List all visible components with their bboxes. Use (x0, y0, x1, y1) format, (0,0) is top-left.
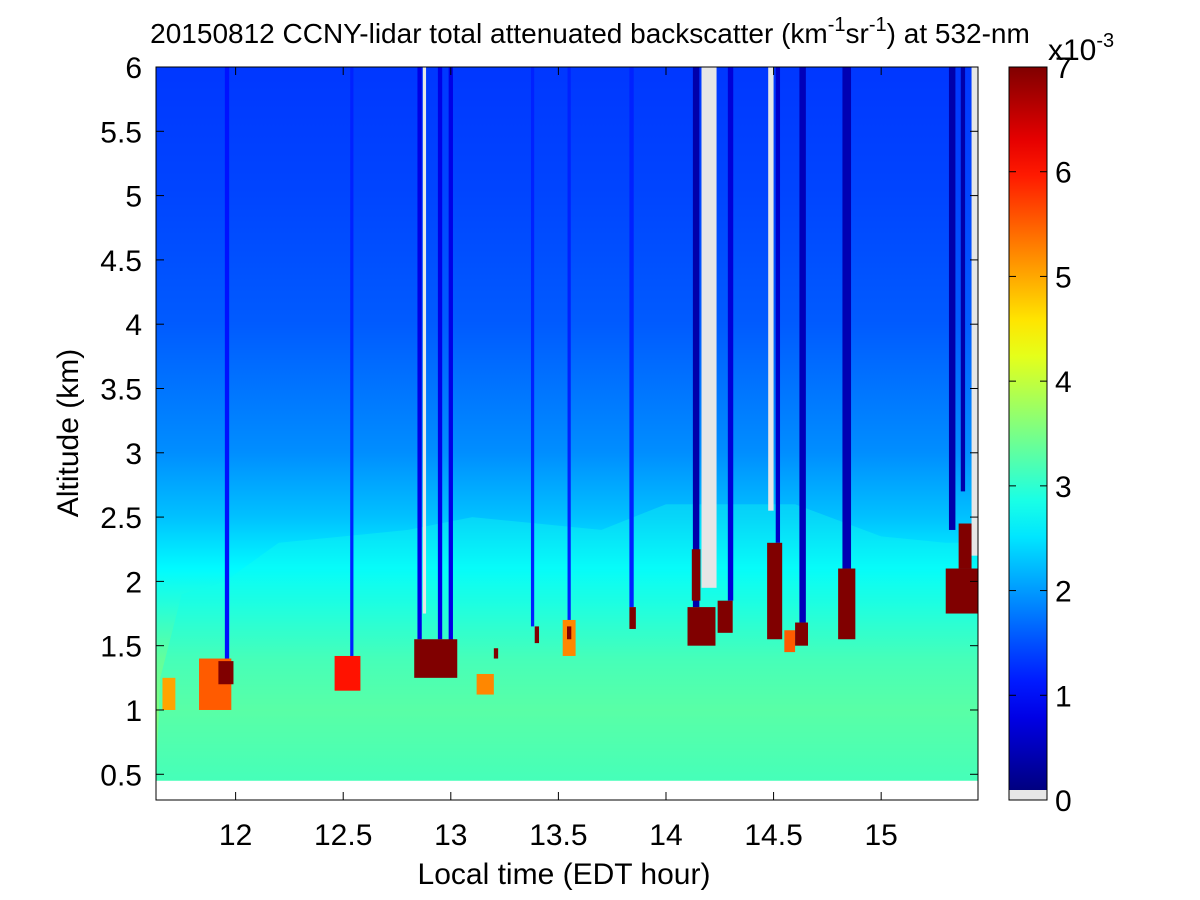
x-tick-label: 12.5 (314, 819, 372, 852)
y-tick-label: 6 (125, 52, 142, 85)
vertical-profile (960, 67, 966, 492)
colorbar-nodata-swatch (1009, 790, 1047, 800)
colorbar-tick-label: 5 (1055, 261, 1072, 294)
plot-area: 12 12.5 13 13.5 14 14.5 15 0.5 1 1.5 2 2.5 3 3.5 4 4.5… (100, 52, 979, 852)
cloud-patch (838, 568, 856, 640)
nodata-column (701, 67, 717, 588)
x-tick-label: 14 (649, 819, 682, 852)
vertical-profile (948, 67, 956, 530)
colorbar-tick-label: 2 (1055, 576, 1072, 609)
chart-title-mid: sr (846, 18, 869, 49)
x-axis-ticks: 12 12.5 13 13.5 14 14.5 15 (219, 67, 898, 852)
colorbar-gradient (1009, 67, 1047, 790)
x-axis-label: Local time (EDT hour) (418, 858, 711, 891)
vertical-profile (224, 67, 230, 662)
y-tick-label: 1.5 (100, 631, 142, 664)
cloud-patch (767, 542, 783, 640)
cloud-patch (629, 607, 636, 629)
y-tick-label: 3.5 (100, 373, 142, 406)
colorbar-scale-exp: -3 (1096, 30, 1114, 52)
vertical-profile (727, 67, 734, 601)
chart-title: 20150812 CCNY-lidar total attenuated bac… (150, 14, 1030, 49)
x-tick-label: 13 (434, 819, 467, 852)
nodata-column (768, 67, 774, 511)
cloud-patch (687, 607, 716, 646)
colorbar-tick-label: 6 (1055, 157, 1072, 190)
y-tick-label: 4.5 (100, 245, 142, 278)
x-tick-label: 15 (864, 819, 897, 852)
vertical-profile (567, 67, 571, 620)
y-tick-label: 3 (125, 438, 142, 471)
y-tick-label: 5.5 (100, 116, 142, 149)
cloud-patch (334, 655, 361, 691)
colorbar-scale-label: x10-3 (1048, 30, 1114, 67)
cloud-patch (691, 549, 701, 601)
vertical-profile (842, 67, 852, 569)
cloud-patch (958, 523, 972, 569)
y-tick-label: 2.5 (100, 502, 142, 535)
cloud-patch (717, 600, 733, 633)
x-tick-label: 13.5 (529, 819, 587, 852)
chart-title-suffix: ) at 532-nm (887, 18, 1030, 49)
colorbar-tick-label: 0 (1055, 785, 1072, 818)
colorbar-tick-label: 1 (1055, 680, 1072, 713)
colorbar-tick-label: 3 (1055, 471, 1072, 504)
colorbar-tick-label: 7 (1055, 52, 1072, 85)
cloud-patch (945, 568, 978, 614)
colorbar: 0 1 2 3 4 5 6 7 x10-3 (1008, 30, 1114, 818)
nodata-column (971, 67, 978, 556)
x-tick-label: 12 (219, 819, 252, 852)
colorbar-tick-label: 4 (1055, 366, 1072, 399)
cloud-patch (784, 630, 796, 653)
vertical-profile (530, 67, 535, 627)
background-field (156, 67, 978, 781)
vertical-profile (350, 67, 354, 656)
y-axis-label: Altitude (km) (52, 349, 85, 517)
y-tick-label: 2 (125, 566, 142, 599)
y-tick-label: 5 (125, 181, 142, 214)
colorbar-scale-base: x10 (1048, 34, 1096, 67)
cloud-patch (493, 648, 499, 659)
cloud-patch (414, 639, 458, 678)
vertical-profile (437, 67, 443, 640)
y-tick-label: 0.5 (100, 759, 142, 792)
y-tick-label: 1 (125, 695, 142, 728)
cloud-patch (534, 626, 540, 644)
cloud-patch (218, 661, 234, 685)
vertical-profile (417, 67, 422, 640)
y-axis-ticks: 0.5 1 1.5 2 2.5 3 3.5 4 4.5 5 5.5 6 (100, 52, 978, 792)
cloud-patch (162, 677, 176, 710)
vertical-profile (448, 67, 453, 646)
colorbar-ticks: 0 1 2 3 4 5 6 7 (1009, 52, 1072, 818)
chart-title-sup1: -1 (828, 14, 846, 36)
vertical-profile (692, 67, 700, 608)
cloud-patch (567, 626, 572, 640)
vertical-profile (799, 67, 806, 623)
x-tick-label: 14.5 (744, 819, 802, 852)
colorbar-frame (1008, 66, 1048, 801)
plot-frame (155, 66, 979, 801)
heatmap-layer (156, 67, 978, 781)
cloud-patch (795, 622, 809, 646)
chart-title-prefix: 20150812 CCNY-lidar total attenuated bac… (150, 18, 828, 49)
y-tick-label: 4 (125, 309, 142, 342)
nodata-column (422, 67, 427, 614)
chart-title-sup2: -1 (869, 14, 887, 36)
cloud-patch (476, 673, 494, 695)
vertical-profile (629, 67, 634, 608)
vertical-profile (775, 67, 781, 543)
